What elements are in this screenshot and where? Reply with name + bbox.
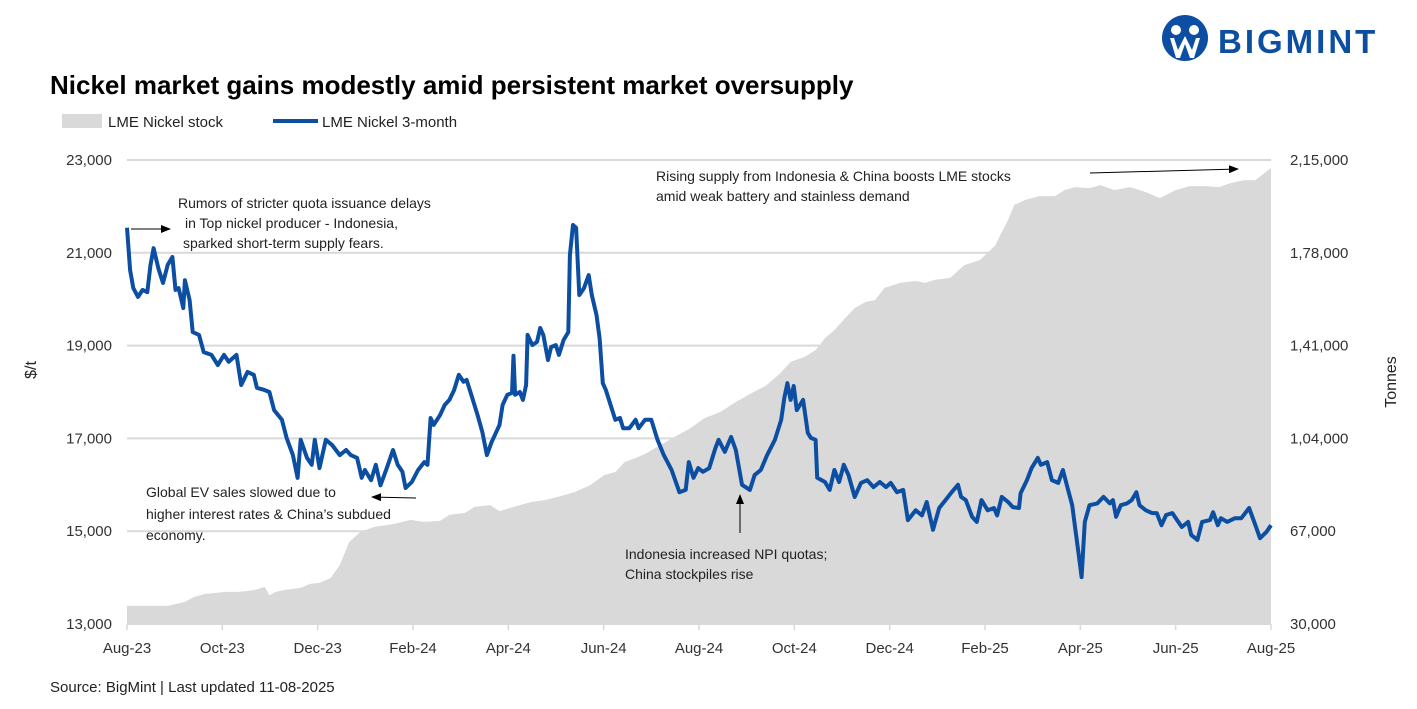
annotation-line: economy. [146,527,206,543]
x-tick-label: Oct-24 [772,640,817,657]
logo-text: BIGMINT [1218,23,1378,60]
x-tick-label: Apr-25 [1058,640,1103,657]
annotation-line: in Top nickel producer - Indonesia, [185,215,398,231]
chart-title: Nickel market gains modestly amid persis… [50,70,854,100]
x-tick-label: Jun-24 [581,640,627,657]
x-tick-label: Jun-25 [1153,640,1199,657]
x-tick-label: Aug-24 [675,640,723,657]
axes: 13,000 30,000 15,000 67,000 17,000 1,04,000 19… [66,152,1348,657]
y2-tick-label: 1,41,000 [1290,338,1348,355]
legend-label-stock: LME Nickel stock [108,114,224,131]
annotation-line: Indonesia increased NPI quotas; [625,546,827,562]
y2-tick-label: 2,15,000 [1290,152,1348,169]
y2-axis-label: Tonnes [1383,356,1400,408]
annotation-line: Rumors of stricter quota issuance delays [178,195,431,211]
x-tick-label: Feb-24 [389,640,437,657]
legend-swatch-stock [62,114,102,128]
y-tick-label: 21,000 [66,245,112,262]
y2-tick-label: 1,78,000 [1290,245,1348,262]
price-line [125,223,1273,580]
y2-tick-label: 30,000 [1290,616,1336,633]
annotation-line: amid weak battery and stainless demand [656,188,910,204]
x-tick-label: Oct-23 [200,640,245,657]
x-tick-label: Aug-25 [1247,640,1295,657]
y2-tick-label: 1,04,000 [1290,430,1348,447]
annotation-line: Rising supply from Indonesia & China boo… [656,168,1011,184]
annotation-line: Global EV sales slowed due to [146,484,336,500]
arrow-left-icon [371,493,417,502]
source-note: Source: BigMint | Last updated 11-08-202… [50,679,335,696]
stock-area [127,168,1271,624]
legend: LME Nickel stock LME Nickel 3-month [62,114,457,131]
y-axis-label: $/t [23,361,40,379]
y-tick-label: 17,000 [66,430,112,447]
annotation-line: China stockpiles rise [625,566,754,582]
y2-tick-label: 67,000 [1290,523,1336,540]
x-tick-label: Dec-24 [865,640,913,657]
annotation-rising: Rising supply from Indonesia & China boo… [656,165,1239,204]
x-tick-label: Aug-23 [103,640,151,657]
arrow-right-icon [1089,165,1239,174]
annotation-line: sparked short-term supply fears. [183,235,384,251]
y-tick-label: 23,000 [66,152,112,169]
y-tick-label: 19,000 [66,338,112,355]
annotation-rumors: Rumors of stricter quota issuance delays… [131,195,431,251]
x-tick-label: Feb-25 [961,640,1009,657]
annotation-ev: Global EV sales slowed due to higher int… [146,484,417,543]
x-tick-label: Dec-23 [293,640,341,657]
x-tick-label: Apr-24 [486,640,531,657]
y-tick-label: 15,000 [66,523,112,540]
legend-label-price: LME Nickel 3-month [322,114,457,131]
annotation-npi: Indonesia increased NPI quotas; China st… [625,494,827,582]
bigmint-logo: BIGMINT [1162,15,1378,61]
annotation-line: higher interest rates & China’s subdued [146,506,391,522]
y-tick-label: 13,000 [66,616,112,633]
